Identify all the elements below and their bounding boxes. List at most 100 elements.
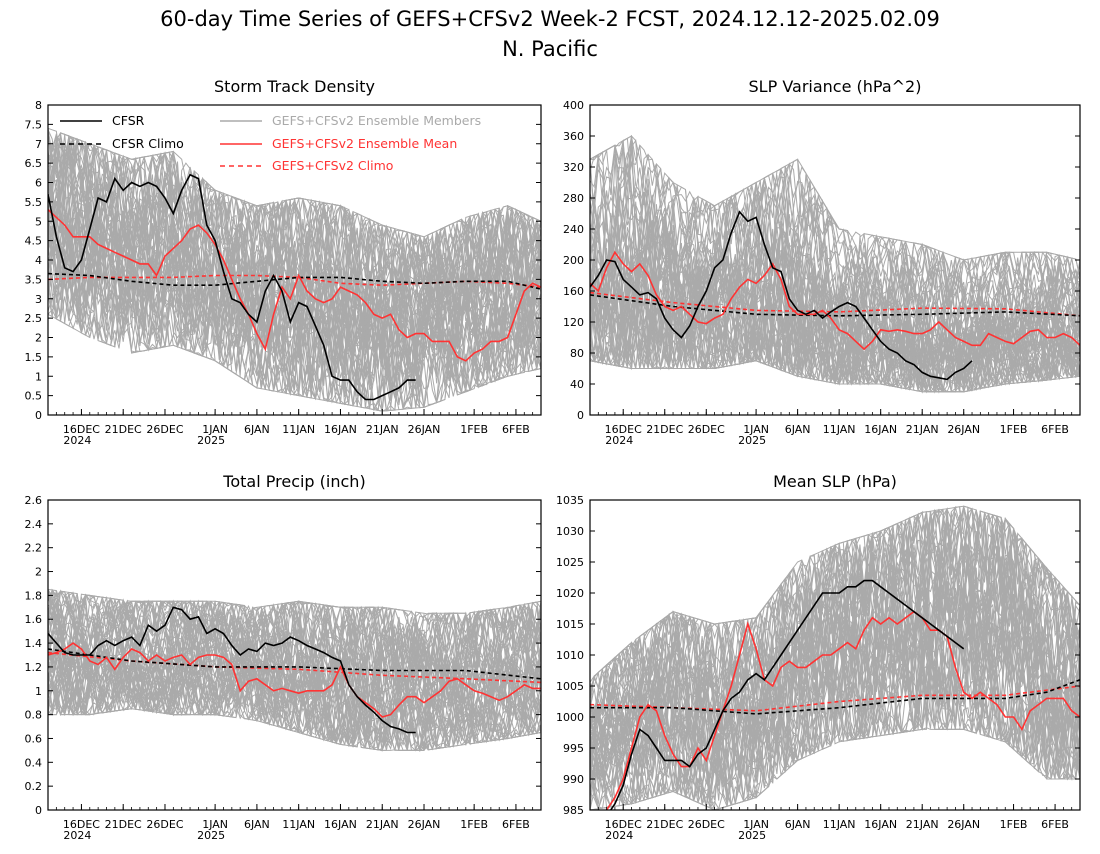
- ensemble-member-line: [48, 141, 541, 298]
- ensemble-member-line: [590, 215, 1080, 392]
- y-tick-label: 2.2: [25, 542, 43, 555]
- ensemble-member-line: [590, 525, 1080, 778]
- series-line-climo: [590, 685, 1080, 712]
- y-tick-label: 2.6: [25, 494, 43, 507]
- panel-title: Mean SLP (hPa): [773, 472, 897, 491]
- y-tick-label: 2.4: [25, 518, 43, 531]
- x-tick-label: 26JAN: [408, 818, 441, 831]
- y-tick-label: 160: [563, 285, 584, 298]
- plot-area: [590, 505, 1080, 810]
- y-tick-label: 1.8: [25, 589, 43, 602]
- ensemble-member-line: [48, 654, 541, 751]
- series-line-cfsr: [48, 606, 416, 734]
- y-tick-label: 985: [563, 804, 584, 817]
- y-tick-label: 1025: [556, 556, 584, 569]
- chart-panel-2: SLP Variance (hPa^2) 0 40 80 120 160 200 240 280…: [563, 77, 1081, 447]
- y-tick-label: 1015: [556, 618, 584, 631]
- x-tick-label: 26DEC: [146, 423, 183, 436]
- ensemble-member-line: [48, 179, 541, 405]
- x-tick-label: 11JAN: [282, 818, 315, 831]
- y-tick-label: 0.2: [25, 780, 43, 793]
- y-tick-label: 995: [563, 742, 584, 755]
- series-line-mean: [590, 250, 1080, 351]
- ensemble-member-line: [48, 128, 541, 322]
- plot-area: [590, 134, 1080, 394]
- chart-panel-4: Mean SLP (hPa) 985 990 995 1000 1005 1010 1015 1…: [556, 472, 1081, 842]
- ensemble-member-line: [48, 597, 541, 709]
- x-tick-year: 2025: [738, 434, 766, 447]
- x-tick-label: 21JAN: [366, 423, 399, 436]
- x-tick-label: 1FEB: [1000, 423, 1028, 436]
- legend-climo-label: GEFS+CFSv2 Climo: [272, 158, 393, 173]
- y-tick-label: 320: [563, 161, 584, 174]
- y-tick-label: 6.5: [25, 157, 43, 170]
- y-tick-label: 1.4: [25, 637, 43, 650]
- x-tick-label: 26DEC: [688, 818, 725, 831]
- plot-area: [48, 588, 541, 753]
- ensemble-member-line: [48, 667, 541, 751]
- series-line-mean: [48, 642, 541, 718]
- series-line-cfsr: [609, 579, 965, 810]
- y-tick-label: 3: [35, 293, 42, 306]
- x-tick-label: 21DEC: [646, 818, 683, 831]
- x-tick-label: 21JAN: [906, 818, 939, 831]
- ensemble-member-line: [48, 627, 541, 737]
- x-tick-label: 21DEC: [646, 423, 683, 436]
- y-tick-label: 1005: [556, 680, 584, 693]
- ensemble-member-line: [48, 255, 541, 411]
- y-tick-label: 0: [35, 804, 42, 817]
- x-tick-label: 26JAN: [947, 423, 980, 436]
- x-tick-label: 16DEC: [63, 818, 100, 831]
- ensemble-member-line: [48, 203, 541, 409]
- series-line-mean: [48, 209, 541, 362]
- x-tick-label: 21DEC: [105, 818, 142, 831]
- legend-cfsr-climo-label: CFSR Climo: [112, 136, 184, 151]
- x-tick-label: 26JAN: [947, 818, 980, 831]
- legend-cfsr-label: CFSR: [112, 113, 145, 128]
- y-tick-label: 1.6: [25, 613, 43, 626]
- y-tick-label: 0.6: [25, 732, 43, 745]
- y-tick-label: 5: [35, 215, 42, 228]
- x-tick-label: 11JAN: [823, 423, 856, 436]
- y-tick-label: 360: [563, 130, 584, 143]
- y-tick-label: 0.5: [25, 390, 43, 403]
- x-tick-label: 16JAN: [324, 423, 357, 436]
- ensemble-member-line: [48, 143, 541, 343]
- y-tick-label: 400: [563, 99, 584, 112]
- ensemble-member-line: [590, 606, 1080, 808]
- plot-frame: [47, 499, 542, 811]
- x-tick-year: 2024: [63, 829, 91, 842]
- ensemble-member-line: [590, 527, 1080, 759]
- y-tick-label: 2: [35, 566, 42, 579]
- y-tick-label: 1.2: [25, 661, 43, 674]
- y-tick-label: 80: [570, 347, 584, 360]
- y-tick-label: 200: [563, 254, 584, 267]
- ensemble-member-line: [590, 545, 1080, 779]
- y-tick-label: 240: [563, 223, 584, 236]
- y-tick-label: 990: [563, 773, 584, 786]
- x-tick-label: 16DEC: [605, 818, 642, 831]
- chart-panel-1: Storm Track Density 0 0.5 1 1.5 2 2.5 3 3.5 4 4.5 5…: [25, 77, 542, 447]
- x-tick-label: 6FEB: [1041, 423, 1069, 436]
- x-tick-label: 1JAN: [202, 818, 228, 831]
- panels-group: Storm Track Density 0 0.5 1 1.5 2 2.5 3 3.5 4 4.5 5…: [25, 77, 1081, 842]
- x-tick-label: 6JAN: [244, 818, 270, 831]
- x-tick-year: 2025: [197, 829, 225, 842]
- y-tick-label: 1035: [556, 494, 584, 507]
- series-line-cfsr-climo: [48, 272, 541, 290]
- chart-panel-3: Total Precip (inch) 0 0.2 0.4 0.6 0.8 1 1.2 1.4 1…: [25, 472, 542, 842]
- x-tick-label: 6FEB: [502, 423, 530, 436]
- ensemble-member-line: [48, 197, 541, 396]
- ensemble-member-line: [590, 634, 1080, 810]
- ensemble-member-line: [48, 601, 541, 715]
- x-tick-label: 16JAN: [864, 423, 897, 436]
- ensemble-member-line: [590, 168, 1080, 351]
- x-tick-label: 11JAN: [823, 818, 856, 831]
- plot-area: [48, 127, 541, 412]
- x-tick-label: 26JAN: [408, 423, 441, 436]
- x-tick-label: 16DEC: [605, 423, 642, 436]
- x-tick-label: 16JAN: [324, 818, 357, 831]
- y-tick-label: 4: [35, 254, 42, 267]
